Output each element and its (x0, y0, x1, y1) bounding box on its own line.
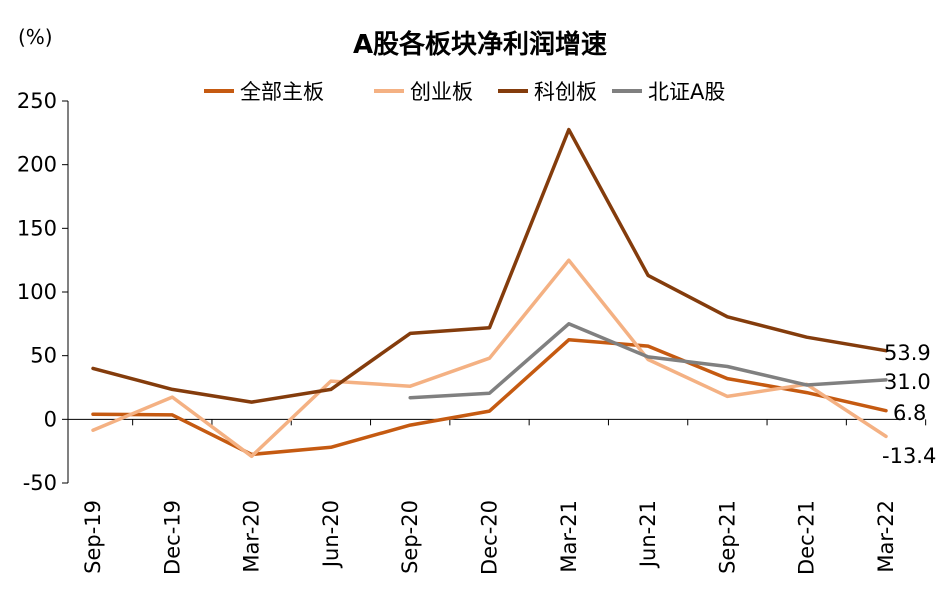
x-tick-label: Dec-21 (795, 500, 819, 575)
end-value-label: -13.4 (882, 444, 936, 468)
series-line (91, 338, 888, 457)
legend-item: 科创板 (498, 80, 597, 104)
end-value-label: 53.9 (884, 341, 931, 365)
y-unit-label: (%) (18, 25, 53, 49)
y-tick-label: 250 (17, 89, 57, 113)
y-tick-label: 0 (44, 407, 57, 431)
y-tick-label: 100 (17, 280, 57, 304)
x-tick-label: Jun-20 (319, 500, 343, 569)
x-tick-label: Mar-20 (240, 500, 264, 573)
legend-label: 北证A股 (648, 80, 725, 104)
legend-label: 科创板 (534, 80, 597, 104)
y-tick-label: 200 (17, 153, 57, 177)
legend-item: 全部主板 (204, 80, 324, 104)
series-line (91, 258, 888, 459)
series-line (91, 127, 888, 404)
legend: 全部主板 创业板 科创板 北证A股 (204, 80, 725, 104)
end-value-label: 31.0 (884, 370, 931, 394)
legend-label: 全部主板 (240, 80, 324, 104)
legend-label: 创业板 (410, 80, 473, 104)
axes: -50 0 50 100 150 200 250 Sep-19 Dec-19 Mar-20 Jun-… (17, 89, 927, 575)
chart-title: A股各板块净利润增速 (353, 29, 607, 60)
x-tick-label: Sep-19 (81, 500, 105, 574)
y-tick-label: 50 (30, 344, 57, 368)
x-tick-label: Mar-22 (874, 500, 898, 573)
x-tick-label: Dec-20 (478, 500, 502, 575)
series-line (408, 322, 888, 400)
legend-item: 北证A股 (612, 80, 725, 104)
x-tick-label: Dec-19 (160, 500, 184, 575)
x-tick-label: Mar-21 (557, 500, 581, 573)
y-tick-label: -50 (23, 471, 57, 495)
end-labels: 6.8 -13.4 53.9 31.0 (882, 341, 936, 468)
y-tick-label: 150 (17, 216, 57, 240)
x-tick-label: Sep-20 (398, 500, 422, 574)
x-tick-label: Sep-21 (715, 500, 739, 574)
series-layer (91, 127, 888, 459)
legend-item: 创业板 (374, 80, 473, 104)
end-value-label: 6.8 (893, 401, 926, 425)
x-tick-label: Jun-21 (636, 500, 660, 569)
